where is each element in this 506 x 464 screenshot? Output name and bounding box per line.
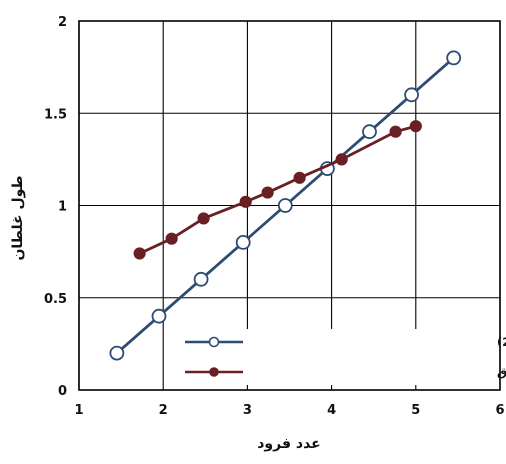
x-tick-label: 2 [159,403,168,418]
series-1-point [446,50,462,66]
series-2-point [261,186,274,199]
y-tick-label: 1.5 [44,107,67,122]
y-axis-title: طول غلطان [10,175,26,260]
y-tick-label: 2 [58,15,67,30]
series-1-point [151,308,167,324]
series-2-point [239,195,252,208]
series-1-point [404,87,419,103]
series-2-point [293,171,306,184]
series-1-point [109,345,125,361]
x-tick-label: 6 [495,403,504,418]
series-2-point [335,153,348,166]
series-1-point [362,124,377,140]
tick-labels: 1 2 3 4 5 6 0 0.5 1 1.5 2 [44,15,505,418]
series-1-point [277,198,293,213]
legend-box [180,329,498,385]
legend-label-series-2: مدل فیزیکی جت های افقی مستغرق [497,365,506,379]
y-tick-label: 0 [58,384,67,399]
series-1-point [235,234,251,250]
plot-frame [78,20,501,391]
series-2-point [197,212,210,225]
series-2-point [409,120,422,133]
series-2-point [133,247,146,260]
series-2-point [389,125,402,138]
legend-marker-series-2 [209,367,219,377]
y-tick-label: 0.5 [44,292,67,307]
y-tick-label: 1 [58,200,67,215]
legend-label-series-1: پرش هیدرولیکی کلاسیک (کارولو2007) [497,335,506,350]
series-2-point [165,232,178,245]
x-tick-label: 1 [74,403,83,418]
x-axis-title: عدد فرود [257,436,320,452]
series-1-point [193,271,209,287]
x-tick-label: 3 [243,403,252,418]
legend: پرش هیدرولیکی کلاسیک (کارولو2007) مدل فی… [180,329,506,385]
x-tick-label: 5 [411,403,420,418]
series-layer [109,50,462,361]
x-tick-label: 4 [327,403,336,418]
legend-marker-series-1 [208,336,220,348]
